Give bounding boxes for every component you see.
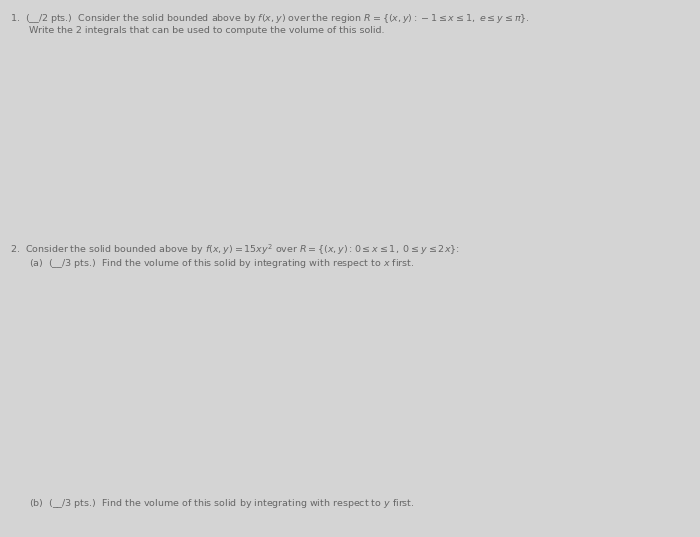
Text: (b)  (__/3 pts.)  Find the volume of this solid by integrating with respect to $: (b) (__/3 pts.) Find the volume of this … bbox=[29, 497, 415, 510]
Text: 2.  Consider the solid bounded above by $f(x, y) = 15xy^2$ over $R = \{(x, y) : : 2. Consider the solid bounded above by $… bbox=[10, 243, 461, 257]
Text: (a)  (__/3 pts.)  Find the volume of this solid by integrating with respect to $: (a) (__/3 pts.) Find the volume of this … bbox=[29, 257, 415, 270]
Text: Write the 2 integrals that can be used to compute the volume of this solid.: Write the 2 integrals that can be used t… bbox=[29, 26, 385, 35]
Text: 1.  (__/2 pts.)  Consider the solid bounded above by $f(x, y)$ over the region $: 1. (__/2 pts.) Consider the solid bounde… bbox=[10, 12, 531, 25]
